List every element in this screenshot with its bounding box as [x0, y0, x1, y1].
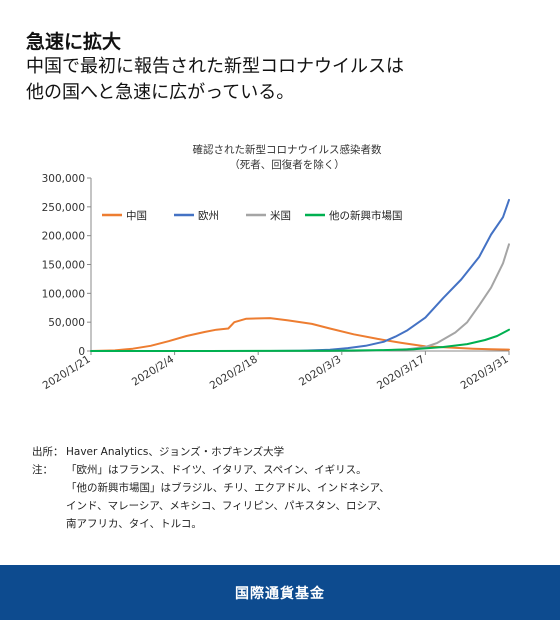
footer-label: 国際通貨基金: [235, 585, 325, 602]
y-tick-label: 300,000: [42, 173, 85, 185]
series-line-3: [90, 243, 510, 352]
x-tick-label: 2020/2/18: [208, 353, 260, 392]
footer-banner: 国際通貨基金: [0, 565, 560, 620]
note-key: [32, 515, 66, 533]
headline-subtitle-line-2: 他の国へと急速に広がっている。: [26, 82, 295, 103]
note-key: 出所：: [32, 446, 64, 458]
y-tick-label: 100,000: [42, 288, 85, 300]
y-tick-label: 50,000: [48, 317, 85, 329]
y-tick-label: 250,000: [42, 202, 85, 214]
series-line-2: [90, 198, 510, 352]
note-text: Haver Analytics、ジョンズ・ホプキンズ大学: [66, 446, 285, 458]
source-notes: 出所： Haver Analytics、ジョンズ・ホプキンズ大学注： 「欧州」はフラ…: [32, 443, 390, 533]
x-tick-label: 2020/1/21: [41, 353, 93, 392]
note-key: [32, 479, 66, 497]
note-line: 南アフリカ、タイ、トルコ。: [32, 515, 390, 533]
note-line: 出所： Haver Analytics、ジョンズ・ホプキンズ大学: [32, 443, 390, 461]
x-tick-label: 2020/2/4: [130, 353, 177, 388]
note-line: 注： 「欧州」はフランス、ドイツ、イタリア、スペイン、イギリス。: [32, 461, 390, 479]
y-tick-label: 150,000: [42, 260, 85, 272]
note-key: 注：: [32, 464, 53, 476]
legend-label-4: 他の新興市場国: [329, 209, 403, 222]
note-line: インド、マレーシア、メキシコ、フィリピン、パキスタン、ロシア、: [32, 497, 390, 515]
x-tick-label: 2020/3/31: [459, 353, 511, 392]
x-tick-label: 2020/3/17: [375, 353, 427, 392]
chart-title: 確認された新型コロナウイルス感染者数: [193, 143, 382, 156]
note-text: インド、マレーシア、メキシコ、フィリピン、パキスタン、ロシア、: [66, 500, 387, 512]
headline-title: 急速に拡大: [26, 31, 122, 53]
y-tick-label: 200,000: [42, 231, 85, 243]
note-text: 「他の新興市場国」はブラジル、チリ、エクアドル、インドネシア、: [66, 482, 390, 494]
note-key: [32, 497, 66, 515]
x-tick-label: 2020/3/3: [297, 353, 343, 388]
headline-subtitle-line-1: 中国で最初に報告された新型コロナウイルスは: [26, 56, 404, 77]
note-line: 「他の新興市場国」はブラジル、チリ、エクアドル、インドネシア、: [32, 479, 390, 497]
series-line-4: [90, 328, 510, 352]
note-text: 南アフリカ、タイ、トルコ。: [66, 518, 202, 530]
y-tick-label: 0: [78, 346, 85, 358]
legend-label-3: 米国: [270, 209, 291, 222]
legend-label-1: 中国: [126, 209, 147, 222]
headline: 急速に拡大 中国で最初に報告された新型コロナウイルスは 他の国へと急速に広がって…: [26, 30, 536, 106]
chart-subtitle: （死者、回復者を除く）: [229, 158, 345, 171]
legend-label-2: 欧州: [198, 210, 219, 222]
line-chart: 確認された新型コロナウイルス感染者数 （死者、回復者を除く） 0 50,000 100,…: [41, 143, 511, 392]
note-text: 「欧州」はフランス、ドイツ、イタリア、スペイン、イギリス。: [66, 464, 367, 476]
